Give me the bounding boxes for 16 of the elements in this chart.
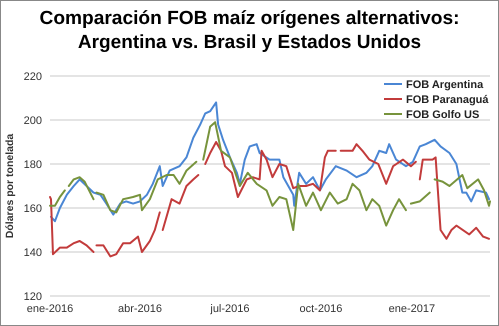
x-tick-label: jul-2016 [209, 303, 250, 315]
y-tick-label: 120 [24, 291, 42, 303]
x-tick-label: ene-2017 [388, 303, 436, 315]
y-tick-label: 160 [24, 203, 42, 215]
y-tick-label: 180 [24, 159, 42, 171]
x-tick-label: abr-2016 [118, 303, 162, 315]
y-tick-label: 200 [24, 115, 42, 127]
legend-label: FOB Golfo US [406, 109, 480, 121]
legend-label: FOB Argentina [406, 79, 484, 91]
x-tick-label: oct-2016 [300, 303, 342, 315]
y-tick-label: 220 [24, 71, 42, 83]
y-axis-title: Dólares por tonelada [4, 134, 16, 238]
x-tick-label: ene-2016 [26, 303, 74, 315]
y-tick-label: 140 [24, 247, 42, 259]
chart-title: Comparación FOB maíz orígenes alternativos: Argentina vs. Brasil y Estados Unidos [40, 8, 460, 53]
legend-label: FOB Paranaguá [406, 94, 490, 106]
